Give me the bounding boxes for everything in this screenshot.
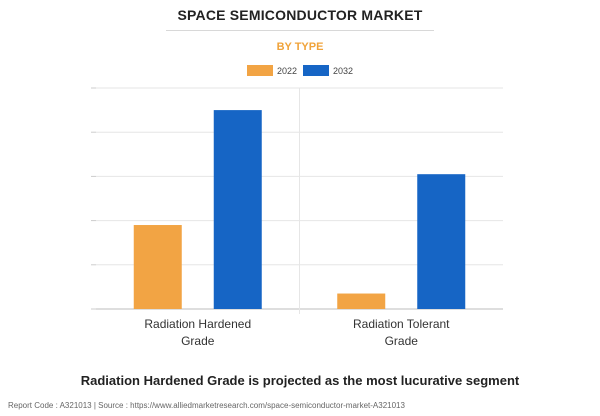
report-footer: Report Code : A321013 | Source : https:/… [8, 401, 405, 410]
x-tick-label: Radiation Tolerant [353, 317, 450, 331]
x-tick-label: Grade [385, 334, 419, 348]
bar-2032-cat-0 [213, 110, 262, 309]
bar-2032-cat-1 [417, 174, 466, 309]
chart-headline: Radiation Hardened Grade is projected as… [80, 373, 520, 388]
bar-2022-cat-0 [133, 225, 182, 309]
x-tick-label: Grade [181, 334, 215, 348]
legend-swatch-2032 [303, 65, 329, 76]
chart-title: SPACE SEMICONDUCTOR MARKET [177, 7, 423, 23]
legend-item-2022: 2022 [246, 65, 297, 76]
legend-item-2032: 2032 [303, 65, 353, 76]
legend-swatch-2022 [246, 65, 273, 76]
chart-subtitle: BY TYPE [276, 41, 324, 53]
chart-legend: 2022 2032 [0, 65, 600, 76]
x-tick-label: Radiation Hardened [144, 317, 251, 331]
bar-2022-cat-1 [337, 293, 386, 309]
legend-label-2022: 2022 [276, 65, 297, 76]
title-divider [166, 30, 434, 31]
legend-label-2032: 2032 [333, 65, 354, 76]
bar-chart: Radiation Hardened Grade Radiation Toleran… [91, 87, 503, 348]
